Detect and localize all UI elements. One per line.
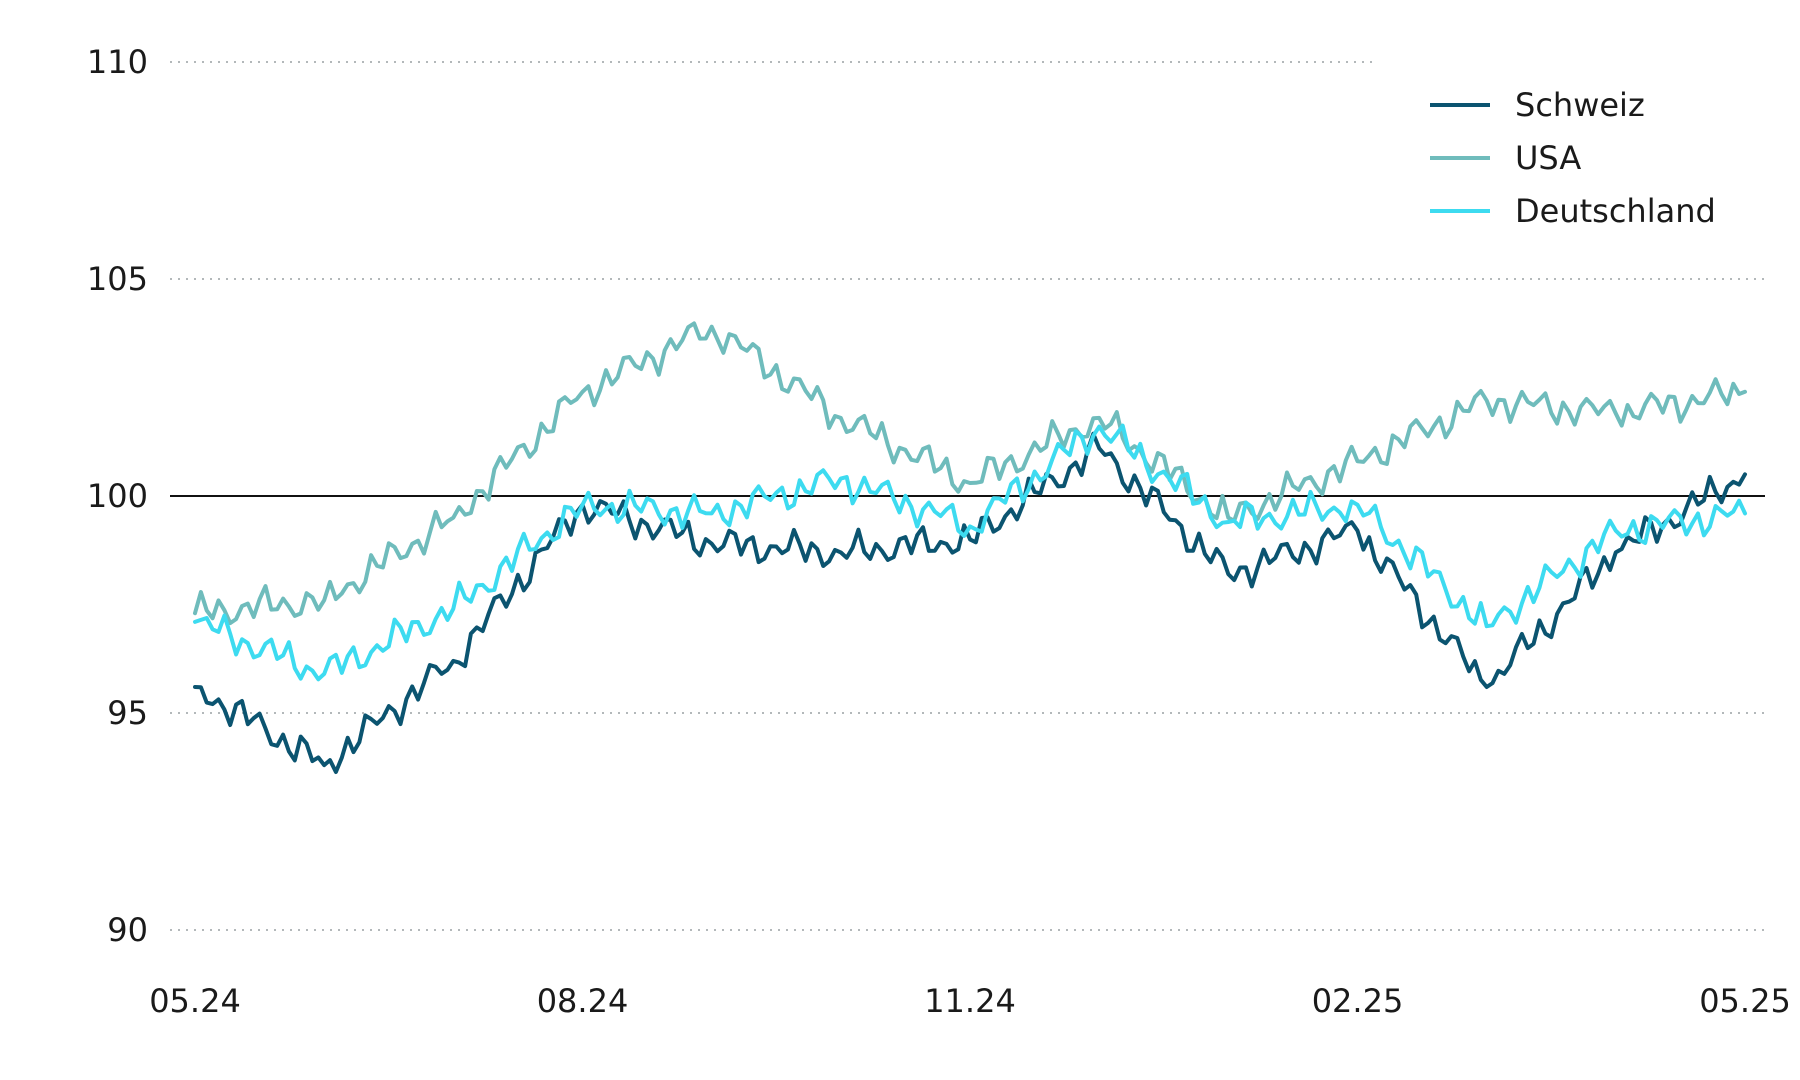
legend: Schweiz USA Deutschland [1430,86,1716,230]
series-line-deutschland [193,423,1747,682]
x-tick-label: 05.24 [149,982,241,1020]
y-tick-label: 90 [107,911,148,949]
series-line-schweiz [193,431,1747,774]
y-tick-label: 110 [87,43,148,81]
x-axis-ticks: 05.24 08.24 11.24 02.25 05.25 [149,982,1791,1020]
legend-label: Schweiz [1515,86,1645,124]
y-tick-label: 100 [87,477,148,515]
series-line-usa [193,321,1747,626]
x-tick-label: 11.24 [924,982,1016,1020]
x-tick-label: 02.25 [1312,982,1404,1020]
series-lines [193,321,1747,774]
x-tick-label: 08.24 [537,982,629,1020]
y-tick-label: 105 [87,260,148,298]
y-axis-ticks: 90 95 100 105 110 [87,43,148,949]
grid-lines [170,61,1765,931]
y-tick-label: 95 [107,694,148,732]
legend-label: Deutschland [1515,192,1716,230]
x-tick-label: 05.25 [1699,982,1791,1020]
legend-label: USA [1515,139,1581,177]
